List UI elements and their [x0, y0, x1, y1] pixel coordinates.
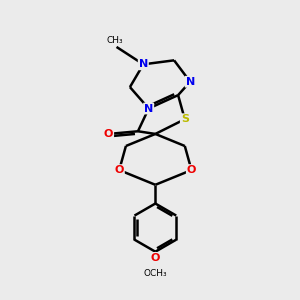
- Text: O: O: [104, 129, 113, 139]
- Text: O: O: [187, 165, 196, 175]
- Text: O: O: [151, 253, 160, 263]
- Text: N: N: [144, 103, 153, 113]
- Text: N: N: [185, 77, 195, 87]
- Text: N: N: [139, 59, 148, 69]
- Text: OCH₃: OCH₃: [143, 269, 167, 278]
- Text: S: S: [181, 114, 189, 124]
- Text: CH₃: CH₃: [107, 36, 124, 45]
- Text: O: O: [115, 165, 124, 175]
